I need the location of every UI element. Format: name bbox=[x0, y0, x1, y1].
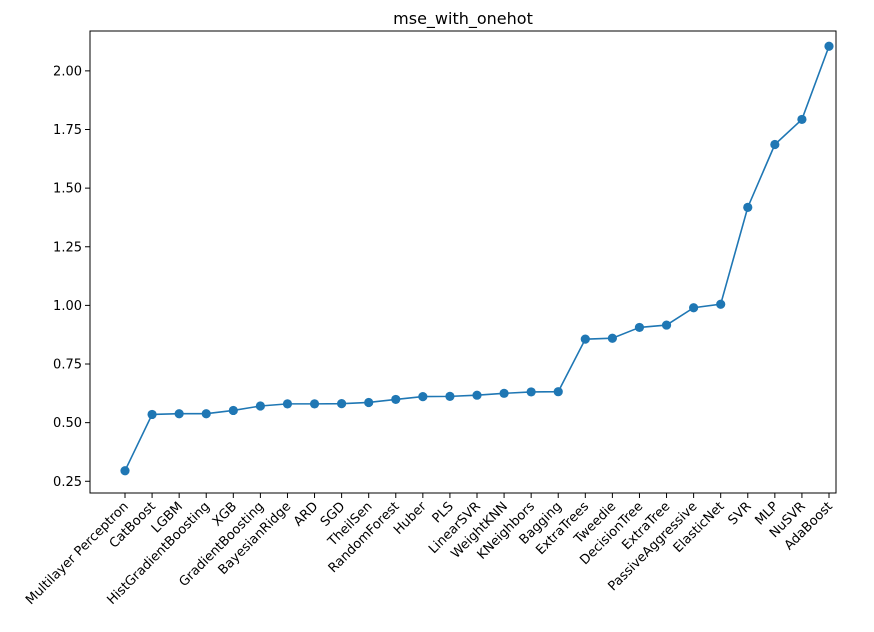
data-point bbox=[282, 399, 293, 409]
data-point bbox=[255, 401, 265, 411]
data-point bbox=[607, 333, 617, 343]
x-tick-label: ARD bbox=[291, 499, 321, 529]
chart-title: mse_with_onehot bbox=[393, 9, 533, 29]
data-point bbox=[526, 387, 536, 397]
data-point bbox=[147, 409, 157, 420]
data-point bbox=[770, 139, 780, 150]
data-point bbox=[337, 399, 347, 409]
data-point bbox=[364, 397, 374, 408]
data-point bbox=[499, 388, 509, 398]
x-tick-label: SVR bbox=[725, 499, 754, 528]
data-point bbox=[824, 41, 834, 51]
data-point bbox=[228, 405, 238, 416]
data-point bbox=[418, 392, 428, 402]
y-tick-label: 0.50 bbox=[53, 416, 82, 431]
data-point bbox=[743, 202, 753, 212]
data-point bbox=[689, 303, 699, 313]
y-tick-label: 0.25 bbox=[53, 475, 82, 490]
data-point bbox=[634, 322, 645, 333]
x-axis: Multilayer PerceptronCatBoostLGBMHistGra… bbox=[23, 493, 836, 608]
series-layer bbox=[120, 41, 834, 476]
data-point bbox=[120, 466, 130, 476]
data-point bbox=[445, 391, 455, 401]
data-point bbox=[716, 299, 726, 309]
y-tick-label: 1.00 bbox=[53, 299, 82, 314]
data-point bbox=[472, 390, 482, 400]
y-tick-label: 1.50 bbox=[53, 182, 82, 197]
plot-area-frame bbox=[89, 30, 837, 494]
data-point bbox=[661, 320, 672, 330]
data-point bbox=[201, 409, 211, 419]
data-point bbox=[174, 409, 184, 419]
data-point bbox=[580, 334, 590, 344]
data-point bbox=[553, 387, 563, 397]
data-point bbox=[309, 399, 320, 409]
y-tick-label: 0.75 bbox=[53, 358, 82, 373]
y-tick-label: 2.00 bbox=[53, 64, 82, 79]
y-tick-label: 1.25 bbox=[53, 240, 82, 255]
y-tick-label: 1.75 bbox=[53, 123, 82, 138]
y-axis: 0.25 0.50 0.75 1.00 1.25 1.50 1.75 2.00 bbox=[53, 64, 90, 490]
data-point bbox=[391, 394, 401, 405]
data-point bbox=[797, 114, 807, 125]
